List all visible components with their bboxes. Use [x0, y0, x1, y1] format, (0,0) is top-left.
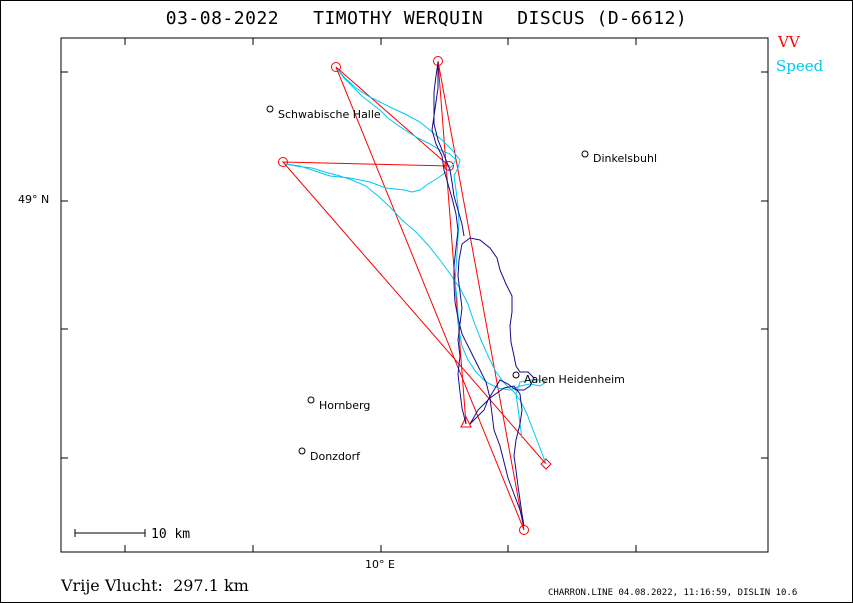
town-label-donzdorf: Donzdorf	[310, 450, 361, 463]
town-marker-aalen-heidenheim	[512, 371, 520, 379]
footer-credits: CHARRON.LINE 04.08.2022, 11:16:59, DISLI…	[548, 588, 798, 598]
task-route	[281, 60, 547, 531]
turnpoint-5	[278, 157, 288, 167]
town-label-aalen-heidenheim: Aalen Heidenheim	[524, 373, 625, 386]
scale-bar-label: 10 km	[151, 527, 190, 542]
legend-vv: VV	[778, 33, 800, 51]
turnpoint-4	[444, 161, 454, 171]
town-label-dinkelsbuhl: Dinkelsbuhl	[593, 152, 657, 165]
legend-speed: Speed	[776, 57, 824, 75]
page-title: 03-08-2022 TIMOTHY WERQUIN DISCUS (D-661…	[165, 8, 688, 29]
town-label-hornberg: Hornberg	[319, 399, 370, 412]
flight-track	[431, 61, 535, 527]
speed-trace	[285, 69, 548, 465]
town-marker-donzdorf	[298, 447, 306, 455]
plot-border	[60, 37, 769, 553]
town-label-schwabische-halle: Schwabische Halle	[278, 108, 381, 121]
axis-ticks	[61, 38, 768, 552]
town-marker-schwabische-halle	[266, 105, 274, 113]
town-markers: Schwabische Halle Dinkelsbuhl Aalen Heid…	[266, 105, 657, 463]
flight-distance: Vrije Vlucht: 297.1 km	[61, 576, 249, 595]
town-marker-dinkelsbuhl	[581, 150, 589, 158]
latitude-label: 49° N	[18, 193, 50, 206]
longitude-label: 10° E	[365, 558, 395, 571]
turnpoint-3	[331, 62, 341, 72]
town-marker-hornberg	[307, 396, 315, 404]
turnpoints	[278, 56, 552, 535]
scale-bar: 10 km	[74, 527, 190, 542]
finish-diamond	[540, 458, 552, 470]
start-triangle	[460, 415, 472, 428]
